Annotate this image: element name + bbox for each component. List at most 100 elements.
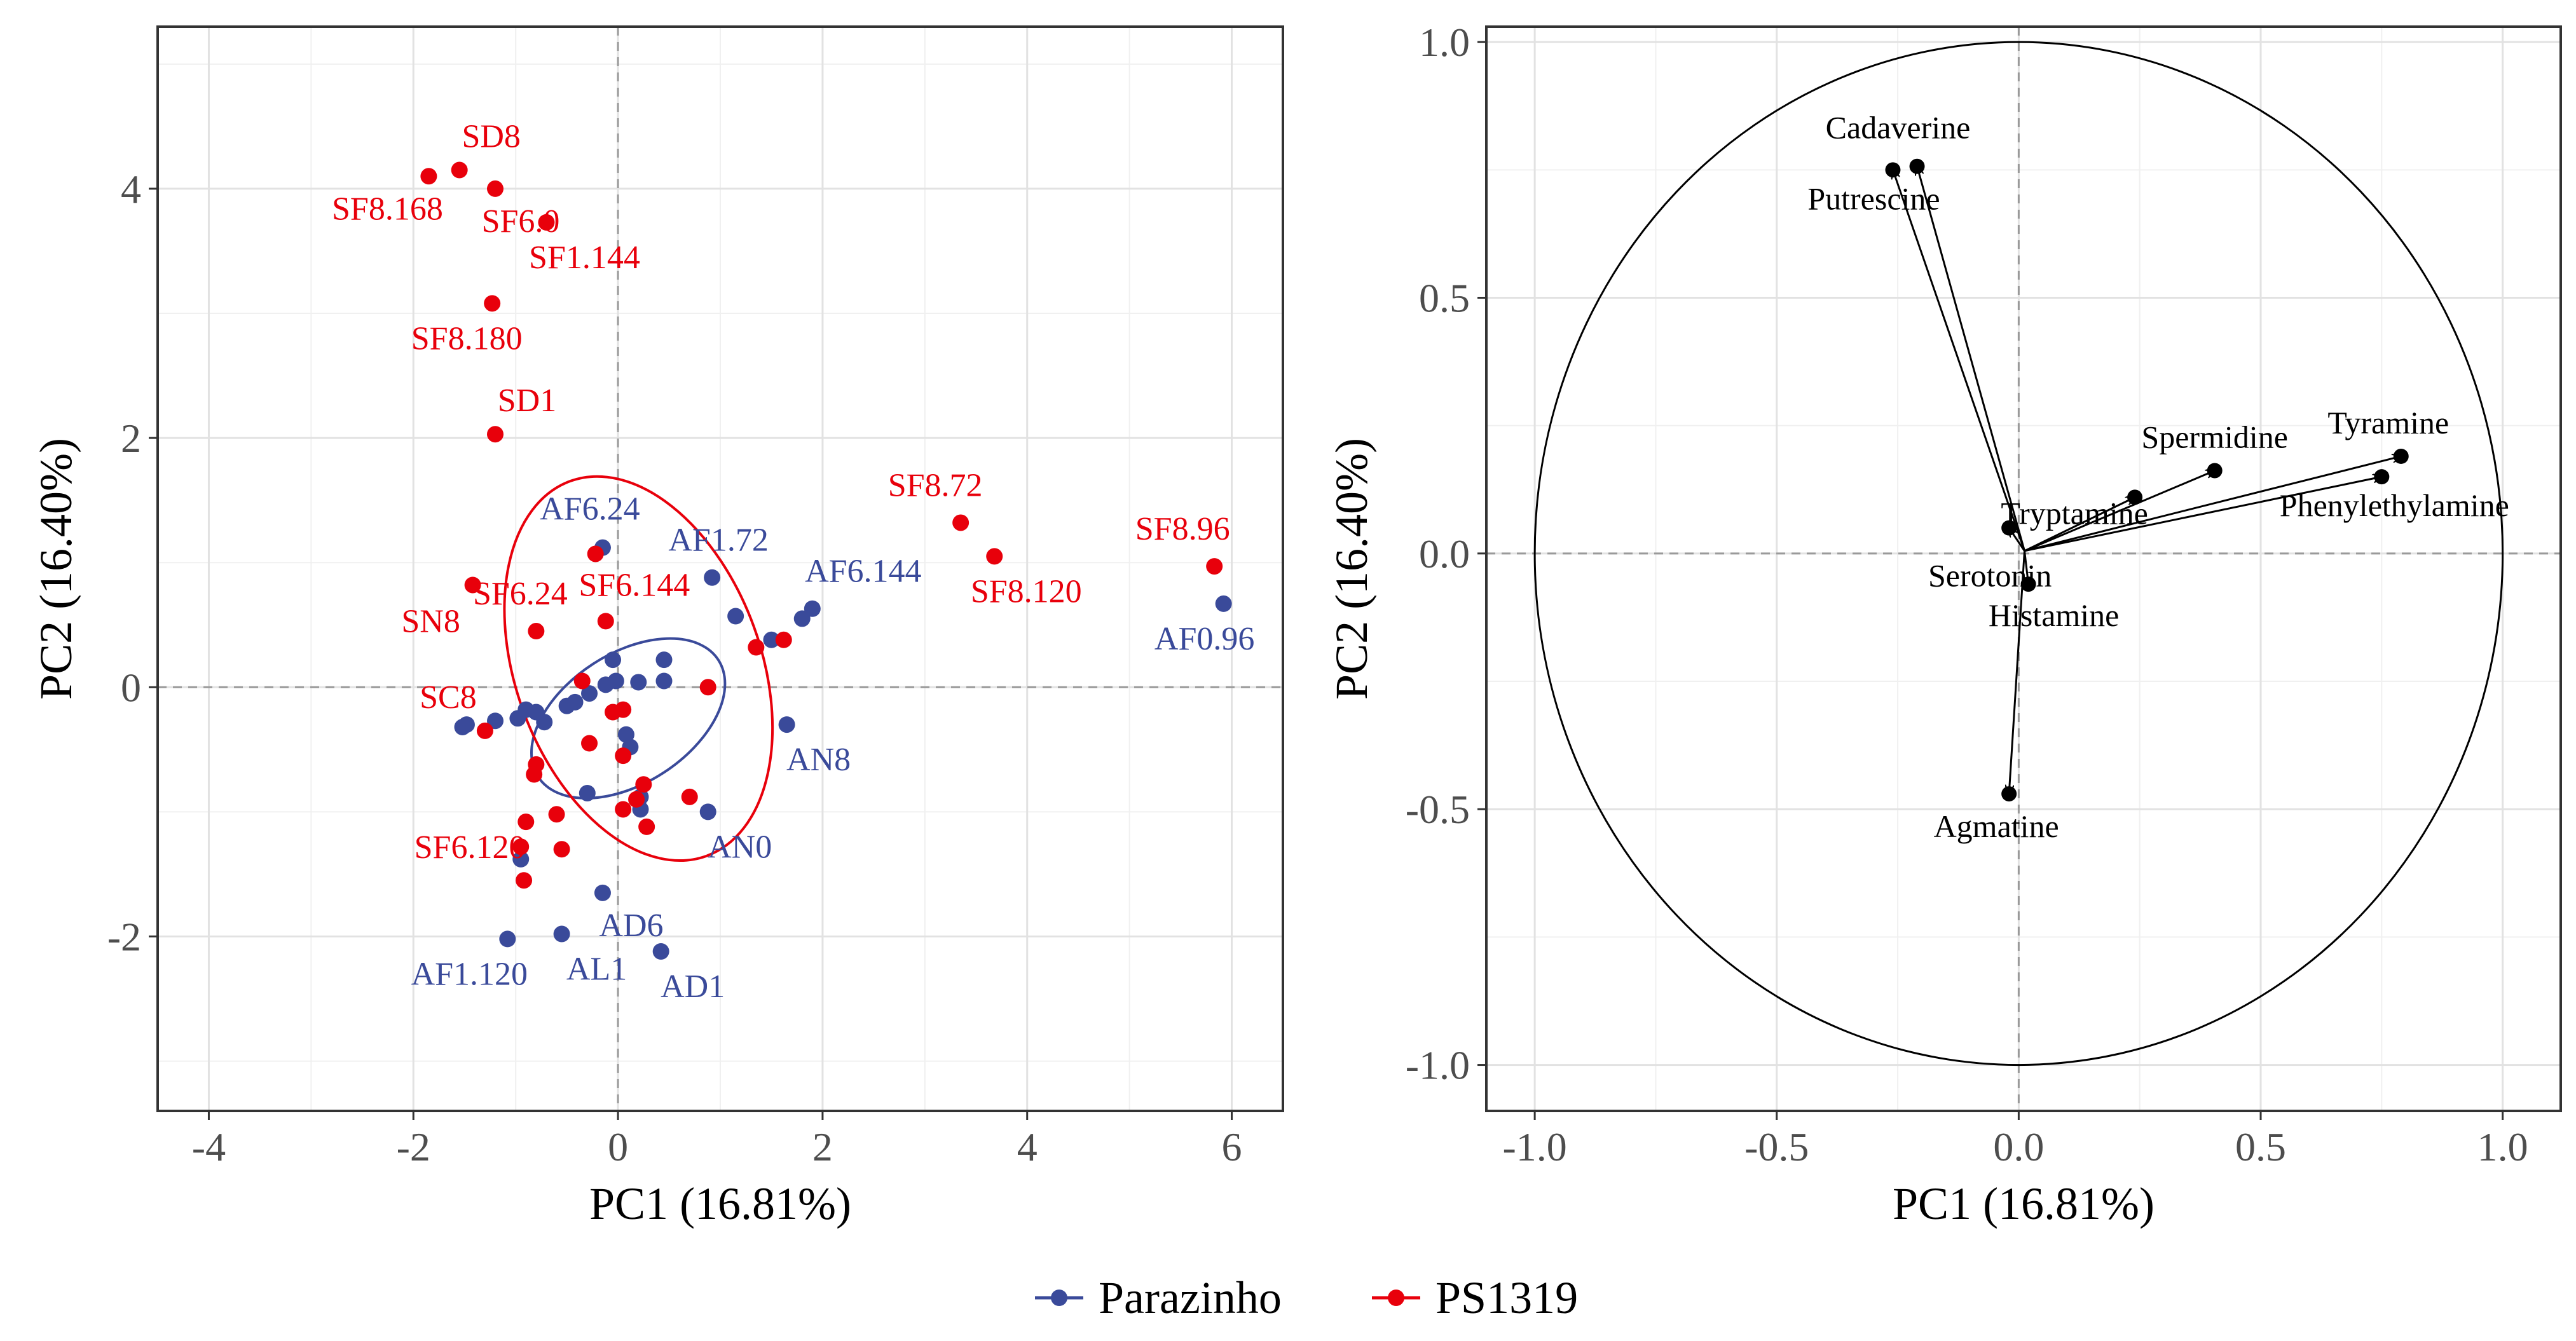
data-point: [538, 214, 555, 231]
loading-point: [2001, 786, 2017, 802]
loading-point: [2207, 463, 2223, 479]
point-label: AN8: [786, 742, 851, 778]
data-point: [727, 608, 744, 625]
y-axis-title: PC2 (16.40%): [31, 438, 81, 700]
point-label: AF1.72: [668, 522, 768, 559]
variable-putrescine: Putrescine: [1807, 162, 2025, 552]
data-point: [516, 872, 533, 889]
data-point: [793, 610, 811, 627]
data-point: [528, 623, 545, 640]
variable-histamine: Histamine: [1989, 550, 2119, 633]
x-tick-label: -2: [397, 1124, 430, 1169]
legend-label: Parazinho: [1099, 1272, 1282, 1323]
data-point: [1206, 558, 1223, 575]
data-point: [763, 631, 780, 648]
legend-item-ps1319: PS1319: [1372, 1272, 1578, 1323]
x-tick-label: -1.0: [1502, 1124, 1566, 1169]
y-tick-label: 4: [121, 167, 141, 212]
point-label: SF6.24: [473, 576, 568, 612]
data-point: [581, 685, 598, 702]
panel-border: [156, 25, 1284, 1112]
legend: Parazinho PS1319: [1035, 1272, 1578, 1323]
data-point: [451, 161, 468, 179]
variable-label: Putrescine: [1807, 180, 1940, 216]
data-point: [420, 168, 437, 185]
x-tick-label: 0.0: [1993, 1124, 2044, 1169]
data-point: [558, 697, 575, 714]
x-axis-title: PC1 (16.81%): [1893, 1178, 2155, 1229]
x-tick-label: -0.5: [1744, 1124, 1809, 1169]
point-label: AF0.96: [1154, 621, 1254, 657]
x-tick-label: 6: [1222, 1124, 1242, 1169]
data-point: [597, 676, 614, 693]
data-point: [512, 850, 530, 868]
point-label: SD1: [498, 383, 556, 419]
data-point: [704, 569, 721, 586]
loading-point: [1885, 162, 1901, 178]
legend-marker: [1051, 1290, 1067, 1306]
point-label: AF6.144: [805, 554, 921, 590]
y-tick-label: 0: [121, 665, 141, 710]
data-point: [615, 701, 632, 718]
data-point: [655, 651, 673, 669]
loading-point: [1909, 158, 1925, 174]
legend-item-parazinho: Parazinho: [1035, 1272, 1282, 1323]
loading-arrow: [1917, 167, 2025, 552]
data-point: [512, 838, 530, 855]
variable-phenylethylamine: Phenylethylamine: [2024, 469, 2509, 552]
loading-arrow: [2024, 456, 2401, 552]
y-tick-label: 2: [121, 416, 141, 461]
data-point: [594, 884, 611, 901]
data-point: [605, 651, 622, 669]
point-label: SF1.144: [529, 240, 640, 276]
loading-point: [2127, 489, 2143, 505]
point-label: SF8.180: [411, 320, 523, 357]
data-point: [628, 791, 645, 808]
y-tick-label: 0.0: [1419, 531, 1470, 576]
data-point: [548, 806, 565, 823]
point-label: SF8.168: [332, 191, 443, 227]
loading-point: [2001, 520, 2017, 536]
y-tick-label: 1.0: [1419, 20, 1470, 65]
variable-tyramine: Tyramine: [2024, 405, 2449, 552]
y-tick-label: -2: [107, 914, 141, 959]
point-label: SN8: [401, 603, 460, 639]
point-label: SF8.72: [888, 467, 983, 503]
variable-label: Tryptamine: [2001, 495, 2148, 531]
point-label: AF1.120: [411, 956, 528, 992]
data-point: [553, 925, 570, 943]
data-point: [464, 576, 481, 594]
data-point: [748, 639, 765, 656]
point-label: SF8.96: [1135, 511, 1230, 547]
loading-arrow: [2024, 477, 2382, 552]
loading-point: [2393, 448, 2409, 464]
x-axis-title: PC1 (16.81%): [589, 1178, 851, 1229]
loading-arrow: [2024, 470, 2215, 552]
loading-point: [2374, 469, 2390, 485]
data-point: [635, 776, 652, 793]
scores-plot: AF6.24 AF1.72 AF6.144 AF0.96 AN8 AN0 AD6 AF1.12…: [31, 25, 1284, 1229]
data-point: [952, 514, 969, 531]
data-point: [615, 801, 632, 818]
data-point: [597, 613, 614, 630]
variable-spermidine: Spermidine: [2024, 419, 2288, 552]
data-point: [778, 716, 795, 733]
point-label: SD8: [462, 119, 520, 155]
variable-label: Phenylethylamine: [2280, 487, 2509, 523]
data-point: [487, 180, 504, 197]
data-point: [581, 735, 598, 752]
data-point: [573, 672, 591, 690]
data-point: [699, 803, 716, 820]
data-point: [499, 930, 516, 948]
x-tick-label: 0.5: [2235, 1124, 2286, 1169]
data-point: [699, 679, 716, 696]
data-point: [775, 631, 792, 648]
data-point: [630, 674, 647, 691]
data-point: [526, 766, 543, 783]
x-tick-label: 4: [1017, 1124, 1038, 1169]
loadings-plot: Cadaverine Putrescine Spermidine Tyramine Ph…: [1326, 20, 2562, 1229]
point-label: AN0: [708, 829, 772, 865]
point-label: AD6: [599, 908, 663, 944]
data-point: [476, 722, 493, 739]
